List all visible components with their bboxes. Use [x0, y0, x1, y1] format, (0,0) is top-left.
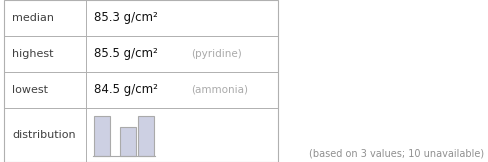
- Text: distribution: distribution: [12, 130, 76, 140]
- Text: median: median: [12, 13, 54, 23]
- Bar: [94, 116, 110, 156]
- Text: 85.3 g/cm²: 85.3 g/cm²: [94, 12, 158, 24]
- Text: 84.5 g/cm²: 84.5 g/cm²: [94, 83, 158, 97]
- Text: 85.5 g/cm²: 85.5 g/cm²: [94, 47, 158, 60]
- Bar: [4, 0, 278, 162]
- Text: highest: highest: [12, 49, 54, 59]
- Bar: [138, 116, 154, 156]
- Text: (pyridine): (pyridine): [191, 49, 242, 59]
- Text: (ammonia): (ammonia): [191, 85, 248, 95]
- Bar: [120, 127, 136, 156]
- Text: lowest: lowest: [12, 85, 48, 95]
- Text: (based on 3 values; 10 unavailable): (based on 3 values; 10 unavailable): [309, 148, 484, 158]
